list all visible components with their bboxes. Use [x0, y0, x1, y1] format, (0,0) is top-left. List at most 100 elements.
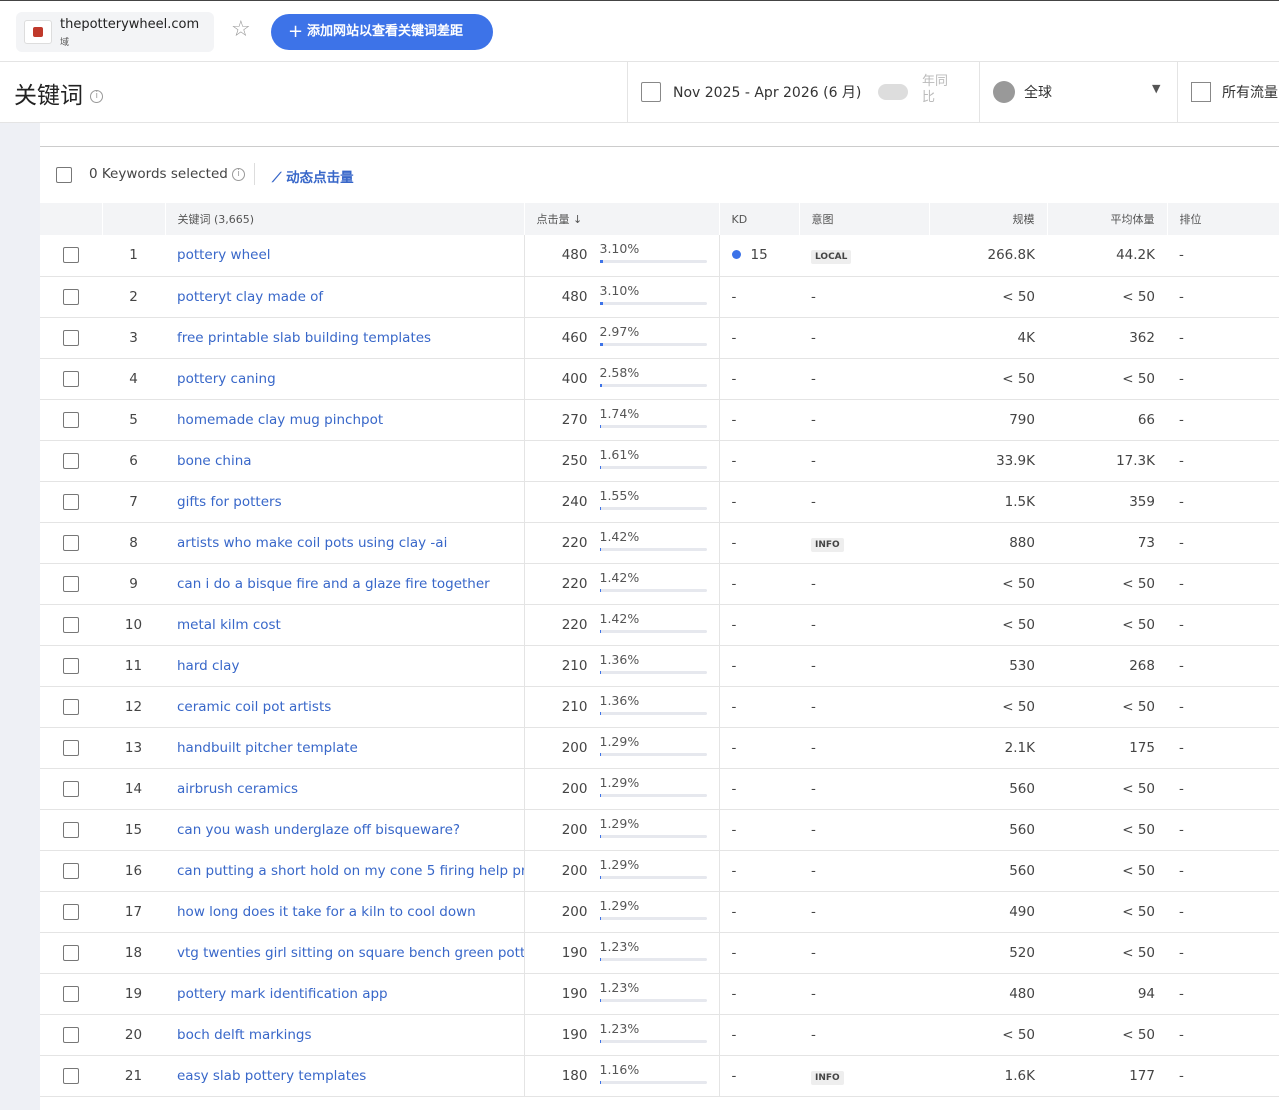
table-row[interactable]: 2 potteryt clay made of 480 3.10% - - < 50 < 50… [40, 276, 1279, 318]
table-row[interactable]: 11 hard clay 210 1.36% - -530 268- [40, 645, 1279, 687]
keywords-table: 关键词 (3,665) 点击量 ↓ KD 意图 规模 平均体量 排位 1 pott… [40, 203, 1279, 1097]
volume: < 50 [929, 276, 1047, 318]
table-row[interactable]: 7 gifts for potters 240 1.55% - -1.5K 359- [40, 481, 1279, 523]
volume: < 50 [929, 358, 1047, 400]
keyword[interactable]: vtg twenties girl sitting on square benc… [165, 932, 525, 974]
row-checkbox[interactable] [63, 698, 79, 715]
site-chip[interactable]: thepotterywheel.com 域 [16, 12, 214, 52]
add-site-button[interactable]: 添加网站以查看关键词差距 [271, 14, 493, 50]
row-checkbox[interactable] [63, 1026, 79, 1043]
table-row[interactable]: 21 easy slab pottery templates 180 1.16% - IN… [40, 1055, 1279, 1097]
table-row[interactable]: 8 artists who make coil pots using clay -… [40, 522, 1279, 564]
share-track [599, 711, 707, 715]
keyword[interactable]: can i do a bisque fire and a glaze fire … [165, 563, 525, 605]
table-row[interactable]: 18 vtg twenties girl sitting on square be… [40, 932, 1279, 974]
table-row[interactable]: 10 metal kilm cost 220 1.42% - - < 50 < 50- [40, 604, 1279, 646]
region[interactable]: 全球 [1024, 85, 1052, 101]
header-cell[interactable]: 平均体量 [1047, 203, 1168, 235]
row-checkbox[interactable] [63, 862, 79, 879]
row-checkbox[interactable] [63, 821, 79, 838]
dropdown-arrow[interactable]: ▼ [1152, 82, 1161, 95]
row-checkbox[interactable] [63, 411, 79, 428]
dynamic-clicks[interactable]: ⟋ 动态点击量 [272, 170, 354, 186]
star-icon[interactable]: ☆ [231, 17, 251, 42]
date-range[interactable]: Nov 2025 - Apr 2026 (6 月) [673, 85, 862, 101]
row-checkbox[interactable] [63, 575, 79, 592]
table-row[interactable]: 13 handbuilt pitcher template 200 1.29% - - 2.… [40, 727, 1279, 769]
traffic[interactable]: 所有流量 [1222, 85, 1278, 101]
keyword[interactable]: metal kilm cost [165, 604, 525, 646]
row-checkbox[interactable] [63, 247, 79, 264]
rank: - [1167, 768, 1279, 810]
row-checkbox[interactable] [63, 329, 79, 346]
header-cell[interactable]: 点击量 ↓ [524, 203, 720, 235]
table-row[interactable]: 14 airbrush ceramics 200 1.29% - -560 < 50- [40, 768, 1279, 810]
row-checkbox[interactable] [63, 903, 79, 920]
table-row[interactable]: 5 homemade clay mug pinchpot 270 1.74% - - 790… [40, 399, 1279, 441]
keyword[interactable]: handbuilt pitcher template [165, 727, 525, 769]
header-cell[interactable]: KD [719, 203, 800, 235]
table-row[interactable]: 19 pottery mark identification app 190 1.23… [40, 973, 1279, 1015]
row-checkbox[interactable] [63, 452, 79, 469]
table-row[interactable]: 3 free printable slab building templates 4… [40, 317, 1279, 359]
keyword[interactable]: artists who make coil pots using clay -a… [165, 522, 525, 564]
row-checkbox[interactable] [63, 657, 79, 674]
keyword[interactable]: boch delft markings [165, 1014, 525, 1056]
info-icon[interactable]: i [232, 167, 246, 181]
keyword[interactable]: easy slab pottery templates [165, 1055, 525, 1097]
table-row[interactable]: 1 pottery wheel 480 3.10% 15 LOCAL 266.8K 44.2K… [40, 235, 1279, 277]
select-all[interactable] [56, 167, 72, 183]
keyword[interactable]: hard clay [165, 645, 525, 687]
volume: < 50 [929, 604, 1047, 646]
table-row[interactable]: 16 can putting a short hold on my cone 5 … [40, 850, 1279, 892]
header-cell[interactable]: 规模 [929, 203, 1048, 235]
keyword[interactable]: bone china [165, 440, 525, 482]
keyword[interactable]: pottery wheel [165, 235, 525, 277]
clicks: 250 [561, 452, 588, 469]
rank: - [1167, 973, 1279, 1015]
table-row[interactable]: 12 ceramic coil pot artists 210 1.36% - - < 50… [40, 686, 1279, 728]
clicks-cell: 220 1.42% [524, 604, 720, 646]
avg-volume: < 50 [1047, 809, 1167, 851]
table-row[interactable]: 6 bone china 250 1.61% - -33.9K 17.3K - [40, 440, 1279, 482]
keyword[interactable]: how long does it take for a kiln to cool… [165, 891, 525, 933]
row-checkbox[interactable] [63, 616, 79, 633]
row-checkbox[interactable] [63, 1067, 79, 1084]
toggle[interactable] [878, 84, 908, 100]
table-row[interactable]: 15 can you wash underglaze off bisqueware… [40, 809, 1279, 851]
row-checkbox[interactable] [63, 985, 79, 1002]
row-number: 4 [102, 358, 165, 400]
keyword[interactable]: homemade clay mug pinchpot [165, 399, 525, 441]
row-checkbox[interactable] [63, 534, 79, 551]
row-checkbox[interactable] [63, 493, 79, 510]
calendar-icon [641, 82, 661, 102]
table-row[interactable]: 9 can i do a bisque fire and a glaze fire… [40, 563, 1279, 605]
row-checkbox[interactable] [63, 944, 79, 961]
intent: - [811, 780, 816, 797]
row-checkbox[interactable] [63, 370, 79, 387]
keyword[interactable]: can putting a short hold on my cone 5 fi… [165, 850, 525, 892]
row-checkbox[interactable] [63, 739, 79, 756]
table-row[interactable]: 20 boch delft markings 190 1.23% - - < 50 < 50- [40, 1014, 1279, 1056]
keyword[interactable]: free printable slab building templates [165, 317, 525, 359]
keyword[interactable]: ceramic coil pot artists [165, 686, 525, 728]
info-icon[interactable]: i [90, 90, 104, 103]
keyword[interactable]: gifts for potters [165, 481, 525, 523]
kd-cell: - [719, 1014, 799, 1056]
table-row[interactable]: 4 pottery caning 400 2.58% - - < 50 < 50- [40, 358, 1279, 400]
table-row[interactable]: 17 how long does it take for a kiln to co… [40, 891, 1279, 933]
row-checkbox[interactable] [63, 780, 79, 797]
keyword[interactable]: potteryt clay made of [165, 276, 525, 318]
keyword[interactable]: pottery mark identification app [165, 973, 525, 1015]
share-bar [599, 342, 603, 346]
keyword[interactable]: airbrush ceramics [165, 768, 525, 810]
keyword[interactable]: pottery caning [165, 358, 525, 400]
intent: LOCAL [811, 250, 852, 265]
header-cell[interactable]: 排位 [1167, 203, 1279, 235]
header-cell[interactable]: 意图 [799, 203, 930, 235]
header-cell[interactable]: 关键词 (3,665) [165, 203, 525, 235]
site-logo [24, 20, 52, 44]
row-checkbox[interactable] [63, 288, 79, 305]
share: 1.36% [599, 693, 707, 717]
keyword[interactable]: can you wash underglaze off bisqueware? [165, 809, 525, 851]
